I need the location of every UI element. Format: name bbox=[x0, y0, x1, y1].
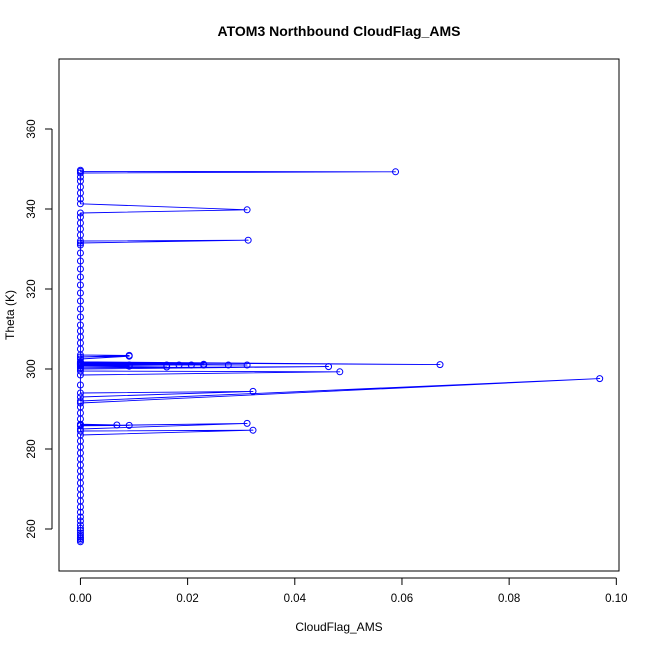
data-point bbox=[76, 313, 84, 321]
x-tick-label: 0.04 bbox=[284, 593, 307, 605]
data-point bbox=[392, 168, 400, 176]
data-point bbox=[76, 177, 84, 185]
data-point bbox=[243, 206, 251, 214]
data-point bbox=[76, 353, 84, 361]
data-point bbox=[76, 257, 84, 265]
data-point bbox=[336, 368, 344, 376]
data-point bbox=[76, 305, 84, 313]
x-tick-label: 0.10 bbox=[605, 593, 627, 605]
data-point bbox=[76, 289, 84, 297]
data-point bbox=[249, 426, 257, 434]
data-point bbox=[76, 166, 84, 174]
data-point bbox=[113, 421, 121, 429]
y-axis-label: Theta (K) bbox=[3, 290, 17, 340]
y-tick-label: 340 bbox=[26, 199, 38, 218]
x-axis-label: CloudFlag_AMS bbox=[295, 620, 382, 634]
data-point bbox=[76, 393, 84, 401]
data-point bbox=[76, 200, 84, 208]
data-point bbox=[76, 521, 84, 529]
data-point bbox=[436, 361, 444, 369]
data-point bbox=[125, 351, 133, 359]
y-axis: 260 280 300 320 340 360 bbox=[26, 119, 53, 539]
y-tick-label: 260 bbox=[26, 519, 38, 538]
x-tick-label: 0.08 bbox=[498, 593, 520, 605]
data-point bbox=[76, 358, 84, 366]
data-point bbox=[243, 419, 251, 427]
chart-title: ATOM3 Northbound CloudFlag_AMS bbox=[218, 23, 461, 39]
data-point bbox=[76, 273, 84, 281]
data-point bbox=[76, 281, 84, 289]
data-point bbox=[76, 249, 84, 257]
data-point bbox=[76, 531, 84, 539]
data-point bbox=[76, 389, 84, 397]
data-point bbox=[249, 387, 257, 395]
x-tick-label: 0.06 bbox=[391, 593, 413, 605]
x-tick-label: 0.00 bbox=[69, 593, 91, 605]
data-point bbox=[76, 239, 84, 247]
data-point bbox=[76, 297, 84, 305]
data-point bbox=[76, 513, 84, 521]
data-point bbox=[163, 363, 171, 371]
data-point bbox=[76, 420, 84, 428]
data-point bbox=[76, 517, 84, 525]
data-point bbox=[125, 361, 133, 369]
data-point bbox=[76, 508, 84, 516]
data-point bbox=[243, 361, 251, 369]
y-tick-label: 320 bbox=[26, 279, 38, 298]
y-tick-label: 300 bbox=[26, 359, 38, 378]
plot-frame bbox=[58, 58, 620, 572]
data-point bbox=[76, 381, 84, 389]
data-point bbox=[76, 397, 84, 405]
data-point bbox=[224, 361, 232, 369]
data-point bbox=[125, 421, 133, 429]
data-point bbox=[76, 524, 84, 532]
data-point bbox=[175, 361, 183, 369]
data-point bbox=[187, 361, 195, 369]
y-tick-label: 360 bbox=[26, 119, 38, 138]
x-axis: 0.00 0.02 0.04 0.06 0.08 0.10 bbox=[69, 577, 628, 605]
data-point bbox=[76, 529, 84, 537]
x-tick-label: 0.02 bbox=[176, 593, 198, 605]
data-point bbox=[244, 236, 252, 244]
y-tick-label: 280 bbox=[26, 439, 38, 458]
data-point bbox=[596, 375, 604, 383]
data-point bbox=[163, 361, 171, 369]
data-point bbox=[76, 241, 84, 249]
data-point bbox=[76, 321, 84, 329]
series-line bbox=[79, 170, 601, 542]
data-point bbox=[76, 213, 84, 221]
data-point bbox=[76, 265, 84, 273]
data-point bbox=[76, 425, 84, 433]
series-layer bbox=[76, 166, 604, 546]
data-point bbox=[76, 209, 84, 217]
data-point bbox=[200, 360, 208, 368]
data-point bbox=[325, 363, 333, 371]
data-point bbox=[76, 355, 84, 363]
